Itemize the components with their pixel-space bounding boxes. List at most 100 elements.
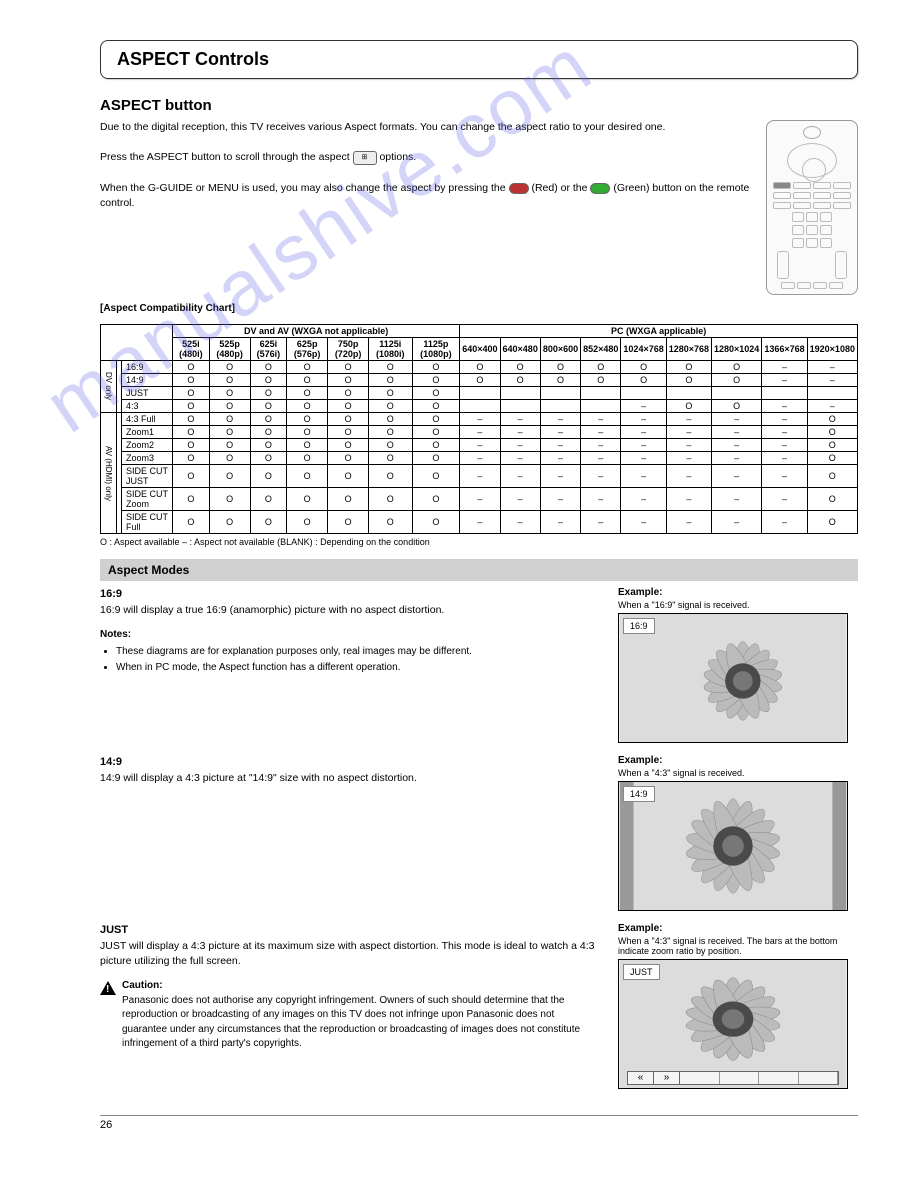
table-row: Zoom1OOOOOOO––––––––O [101, 426, 858, 439]
compat-cell: O [369, 439, 413, 452]
compat-cell: O [328, 511, 369, 534]
table-row: SIDE CUT JUSTOOOOOOO––––––––O [101, 465, 858, 488]
example-head-0: Example: [618, 587, 858, 598]
compat-cell: O [209, 374, 250, 387]
compat-cell: – [621, 426, 666, 439]
notes-block: Notes: These diagrams are for explanatio… [100, 628, 598, 676]
compat-cell: O [807, 413, 857, 426]
example-frame-just: JUST [618, 959, 848, 1089]
compat-cell: – [807, 361, 857, 374]
compat-cell: – [581, 465, 621, 488]
compat-cell: O [369, 361, 413, 374]
compat-cell: O [250, 413, 287, 426]
compat-cell: O [666, 400, 711, 413]
compat-cell: – [712, 488, 762, 511]
notes-head: Notes: [100, 628, 598, 643]
col-dv-0: 525i (480i) [173, 338, 210, 361]
compat-cell: O [287, 488, 328, 511]
col-pc-1: 640×480 [500, 338, 540, 361]
example-label-1: 14:9 [623, 786, 655, 802]
compat-cell: O [328, 374, 369, 387]
compat-cell: – [666, 426, 711, 439]
note-1: When in PC mode, the Aspect function has… [116, 661, 598, 676]
compat-cell: – [581, 413, 621, 426]
compat-cell [666, 387, 711, 400]
col-dv-2: 625i (576i) [250, 338, 287, 361]
row-label: 4:3 [122, 400, 173, 413]
compat-cell: O [287, 374, 328, 387]
compat-cell: O [460, 361, 500, 374]
compat-cell: – [762, 439, 807, 452]
mode-text-2: JUST will display a 4:3 picture at its m… [100, 939, 598, 969]
compat-cell: O [412, 400, 460, 413]
compat-cell: O [250, 374, 287, 387]
compat-group-pc: PC (WXGA applicable) [460, 325, 858, 338]
compat-cell: – [762, 413, 807, 426]
note-0: These diagrams are for explanation purpo… [116, 645, 598, 660]
col-pc-6: 1280×1024 [712, 338, 762, 361]
modes-row-1: 16:9 16:9 will display a true 16:9 (anam… [100, 587, 858, 749]
red-key-icon [509, 183, 529, 194]
compat-cell: O [581, 374, 621, 387]
compat-cell: – [712, 511, 762, 534]
compat-cell: O [412, 361, 460, 374]
compat-cell: O [250, 465, 287, 488]
compat-cell: O [712, 400, 762, 413]
table-row: SIDE CUT FullOOOOOOO––––––––O [101, 511, 858, 534]
compat-cell: O [250, 511, 287, 534]
row-label: 14:9 [122, 374, 173, 387]
compat-cell: – [581, 452, 621, 465]
compat-cell: O [173, 387, 210, 400]
compat-cell: O [621, 361, 666, 374]
compat-cell: O [500, 374, 540, 387]
compat-cell: O [369, 400, 413, 413]
compat-cell: – [581, 511, 621, 534]
col-dv-3: 625p (576p) [287, 338, 328, 361]
compat-cell [807, 387, 857, 400]
compat-cell: O [328, 361, 369, 374]
example-head-2: Example: [618, 923, 858, 934]
mode-text-1: 14:9 will display a 4:3 picture at "14:9… [100, 771, 598, 786]
compat-cell: O [412, 488, 460, 511]
compat-cell: – [500, 413, 540, 426]
compat-cell: O [807, 439, 857, 452]
compat-cell: – [762, 511, 807, 534]
compat-cell: O [173, 452, 210, 465]
compat-cell: O [173, 426, 210, 439]
row-label: SIDE CUT JUST [122, 465, 173, 488]
compat-cell: – [621, 465, 666, 488]
compat-cell: – [762, 400, 807, 413]
compat-cell: O [412, 511, 460, 534]
row-label: Zoom1 [122, 426, 173, 439]
mode-16-9: 16:9 16:9 will display a true 16:9 (anam… [100, 587, 598, 618]
mode-text-0: 16:9 will display a true 16:9 (anamorphi… [100, 603, 598, 618]
table-row: SIDE CUT ZoomOOOOOOO––––––––O [101, 488, 858, 511]
compat-cell: O [540, 361, 580, 374]
compat-cell: O [712, 361, 762, 374]
compat-cell: – [540, 439, 580, 452]
aspect-key-icon: ⊞ [353, 151, 377, 165]
row-label: 4:3 Full [122, 413, 173, 426]
compat-cell: – [500, 488, 540, 511]
compat-cell: O [621, 374, 666, 387]
caution-text: Panasonic does not authorise any copyrig… [122, 994, 598, 1052]
compat-cell: O [412, 452, 460, 465]
table-row: 4:3OOOOOOO–OO–– [101, 400, 858, 413]
compat-cell: O [412, 426, 460, 439]
compat-cell: – [666, 488, 711, 511]
compat-cell: O [540, 374, 580, 387]
compat-legend: O : Aspect available – : Aspect not avai… [100, 537, 858, 547]
compat-cell: O [328, 426, 369, 439]
table-row: DV only16:9OOOOOOOOOOOOOO–– [101, 361, 858, 374]
col-pc-2: 800×600 [540, 338, 580, 361]
compat-cell: O [250, 387, 287, 400]
compat-cell: – [621, 400, 666, 413]
compat-cell: – [762, 452, 807, 465]
compat-cell: – [540, 452, 580, 465]
compat-cell: O [287, 361, 328, 374]
compat-cell: – [540, 465, 580, 488]
caution-head: Caution: [122, 979, 598, 994]
mode-14-9: 14:9 14:9 will display a 4:3 picture at … [100, 755, 598, 786]
compat-cell: – [460, 426, 500, 439]
compat-cell: O [250, 452, 287, 465]
